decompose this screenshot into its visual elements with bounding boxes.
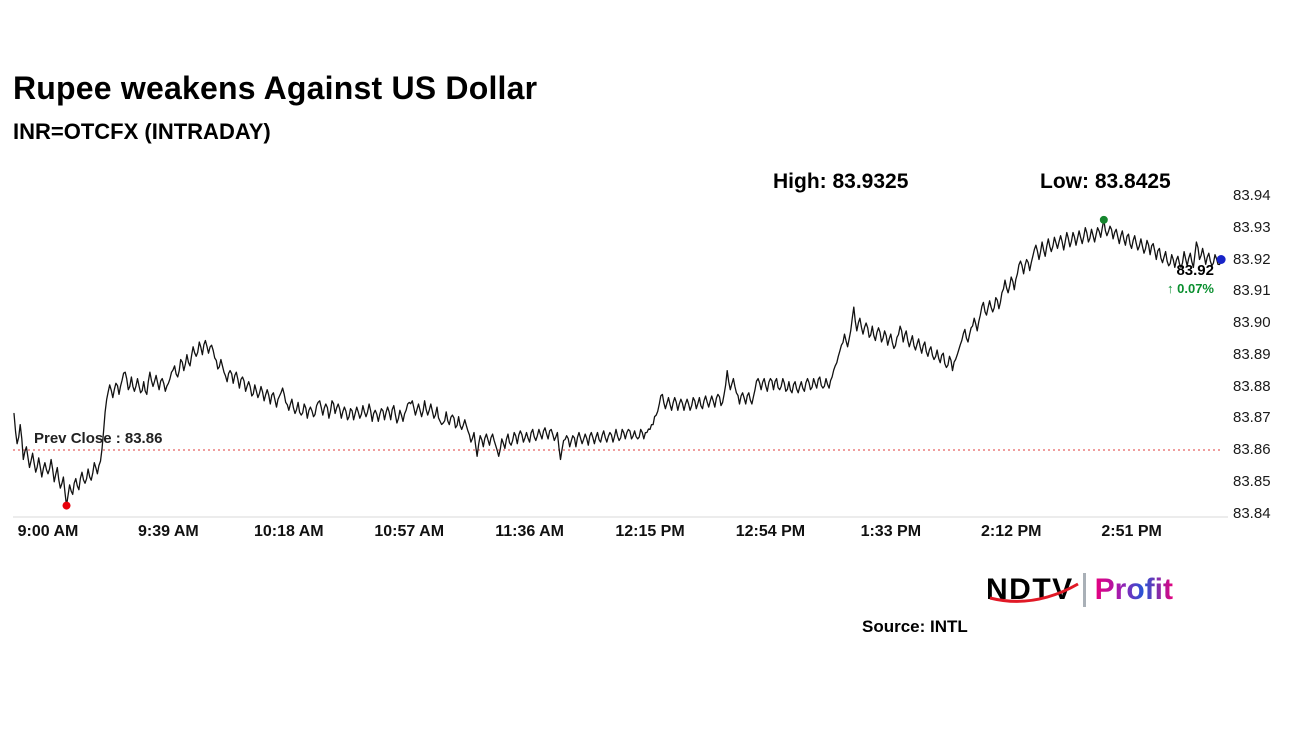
y-axis-label: 83.94 bbox=[1233, 187, 1271, 204]
profit-logo-text: Profit bbox=[1095, 571, 1173, 609]
price-line bbox=[13, 219, 1222, 507]
y-axis-label: 83.85 bbox=[1233, 472, 1271, 490]
prev-close-label: Prev Close : 83.86 bbox=[34, 430, 163, 447]
last-marker bbox=[1216, 255, 1226, 264]
x-axis-label: 10:57 AM bbox=[374, 523, 445, 540]
ndtv-logo-text: NDTV bbox=[986, 573, 1074, 606]
y-axis-label: 83.86 bbox=[1233, 441, 1271, 458]
y-axis-label: 83.92 bbox=[1233, 250, 1271, 268]
low-marker bbox=[62, 501, 71, 510]
x-axis-label: 11:36 AM bbox=[495, 523, 564, 540]
logo-separator bbox=[1082, 573, 1086, 607]
x-axis-label: 2:51 PM bbox=[1101, 523, 1162, 540]
x-axis-label: 9:00 AM bbox=[17, 523, 79, 540]
x-axis-label: 10:18 AM bbox=[253, 523, 324, 540]
high-marker bbox=[1099, 215, 1108, 224]
high-value-label: High: 83.9325 bbox=[773, 170, 909, 193]
x-axis-label: 9:39 AM bbox=[138, 523, 199, 540]
x-axis-label: 2:12 PM bbox=[980, 523, 1042, 540]
ndtv-profit-logo: NDTV Profit bbox=[986, 571, 1173, 609]
last-price-label: 83.92 bbox=[1176, 262, 1214, 279]
x-axis-label: 1:33 PM bbox=[860, 523, 922, 540]
x-axis-label: 12:54 PM bbox=[735, 523, 806, 540]
y-axis-label: 83.91 bbox=[1233, 282, 1271, 300]
y-axis-label: 83.84 bbox=[1233, 504, 1271, 522]
low-value-label: Low: 83.8425 bbox=[1040, 170, 1171, 193]
y-axis-label: 83.88 bbox=[1233, 377, 1271, 395]
ndtv-logo: NDTV bbox=[986, 571, 1079, 609]
change-percent-label: ↑ 0.07% bbox=[1167, 281, 1214, 296]
x-axis-label: 12:15 PM bbox=[615, 523, 685, 540]
y-axis-label: 83.90 bbox=[1233, 314, 1271, 331]
y-axis-label: 83.93 bbox=[1233, 218, 1271, 236]
instrument-subtitle: INR=OTCFX (INTRADAY) bbox=[13, 119, 271, 144]
page-title: Rupee weakens Against US Dollar bbox=[13, 70, 538, 106]
y-axis-label: 83.87 bbox=[1233, 409, 1271, 427]
source-label: Source: INTL bbox=[862, 617, 968, 636]
y-axis-label: 83.89 bbox=[1233, 345, 1271, 363]
